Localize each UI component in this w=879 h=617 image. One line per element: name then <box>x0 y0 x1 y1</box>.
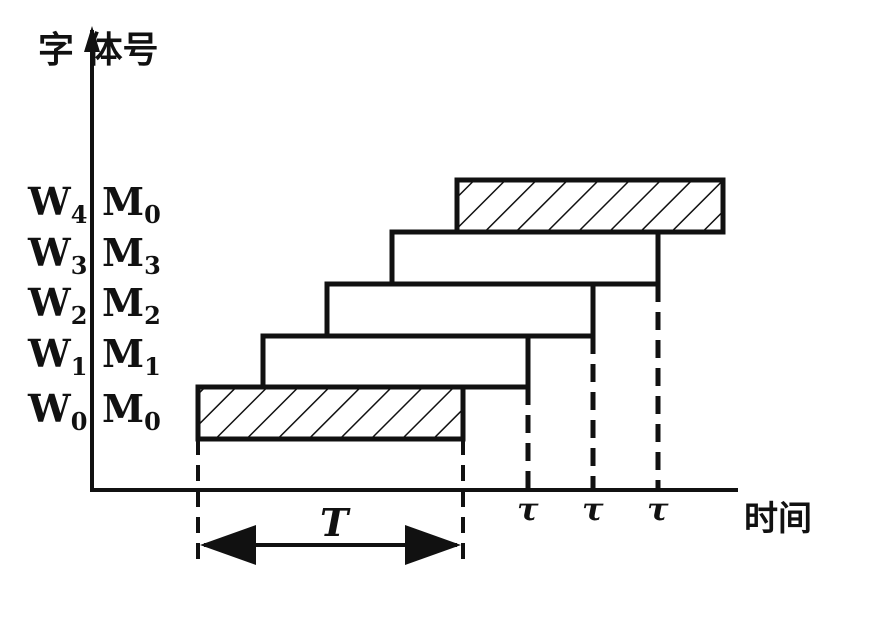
row-label-3: W3 M3 <box>27 230 161 280</box>
svg-text:M2: M2 <box>102 280 161 330</box>
svg-text:M0: M0 <box>102 179 161 229</box>
row-label-1: W1 M1 <box>27 331 161 381</box>
row-label-2: W2 M2 <box>27 280 161 330</box>
y-axis-arrow <box>84 26 100 52</box>
svg-text:M1: M1 <box>102 331 161 381</box>
row-label-0: W0 M0 <box>27 386 161 436</box>
bar-w0 <box>195 384 466 442</box>
svg-text:W1: W1 <box>27 331 87 381</box>
svg-text:W0: W0 <box>27 386 87 436</box>
bar-w1 <box>260 333 531 390</box>
svg-text:M0: M0 <box>102 386 161 436</box>
x-axis-label: 时间 <box>744 499 812 539</box>
svg-text:W3: W3 <box>27 230 87 280</box>
tau-label-2: τ <box>582 490 604 528</box>
period-label: T <box>320 500 351 545</box>
tau-label-3: τ <box>647 490 669 528</box>
bar-w2 <box>324 281 596 339</box>
svg-text:W2: W2 <box>27 280 87 330</box>
y-axis-label: 字 体号 <box>38 30 159 71</box>
svg-text:W4: W4 <box>27 179 87 229</box>
bar-w4 <box>454 177 726 235</box>
tau-label-1: τ <box>517 490 539 528</box>
bar-w3 <box>389 229 661 287</box>
row-label-4: W4 M0 <box>27 179 161 229</box>
svg-text:M3: M3 <box>102 230 161 280</box>
